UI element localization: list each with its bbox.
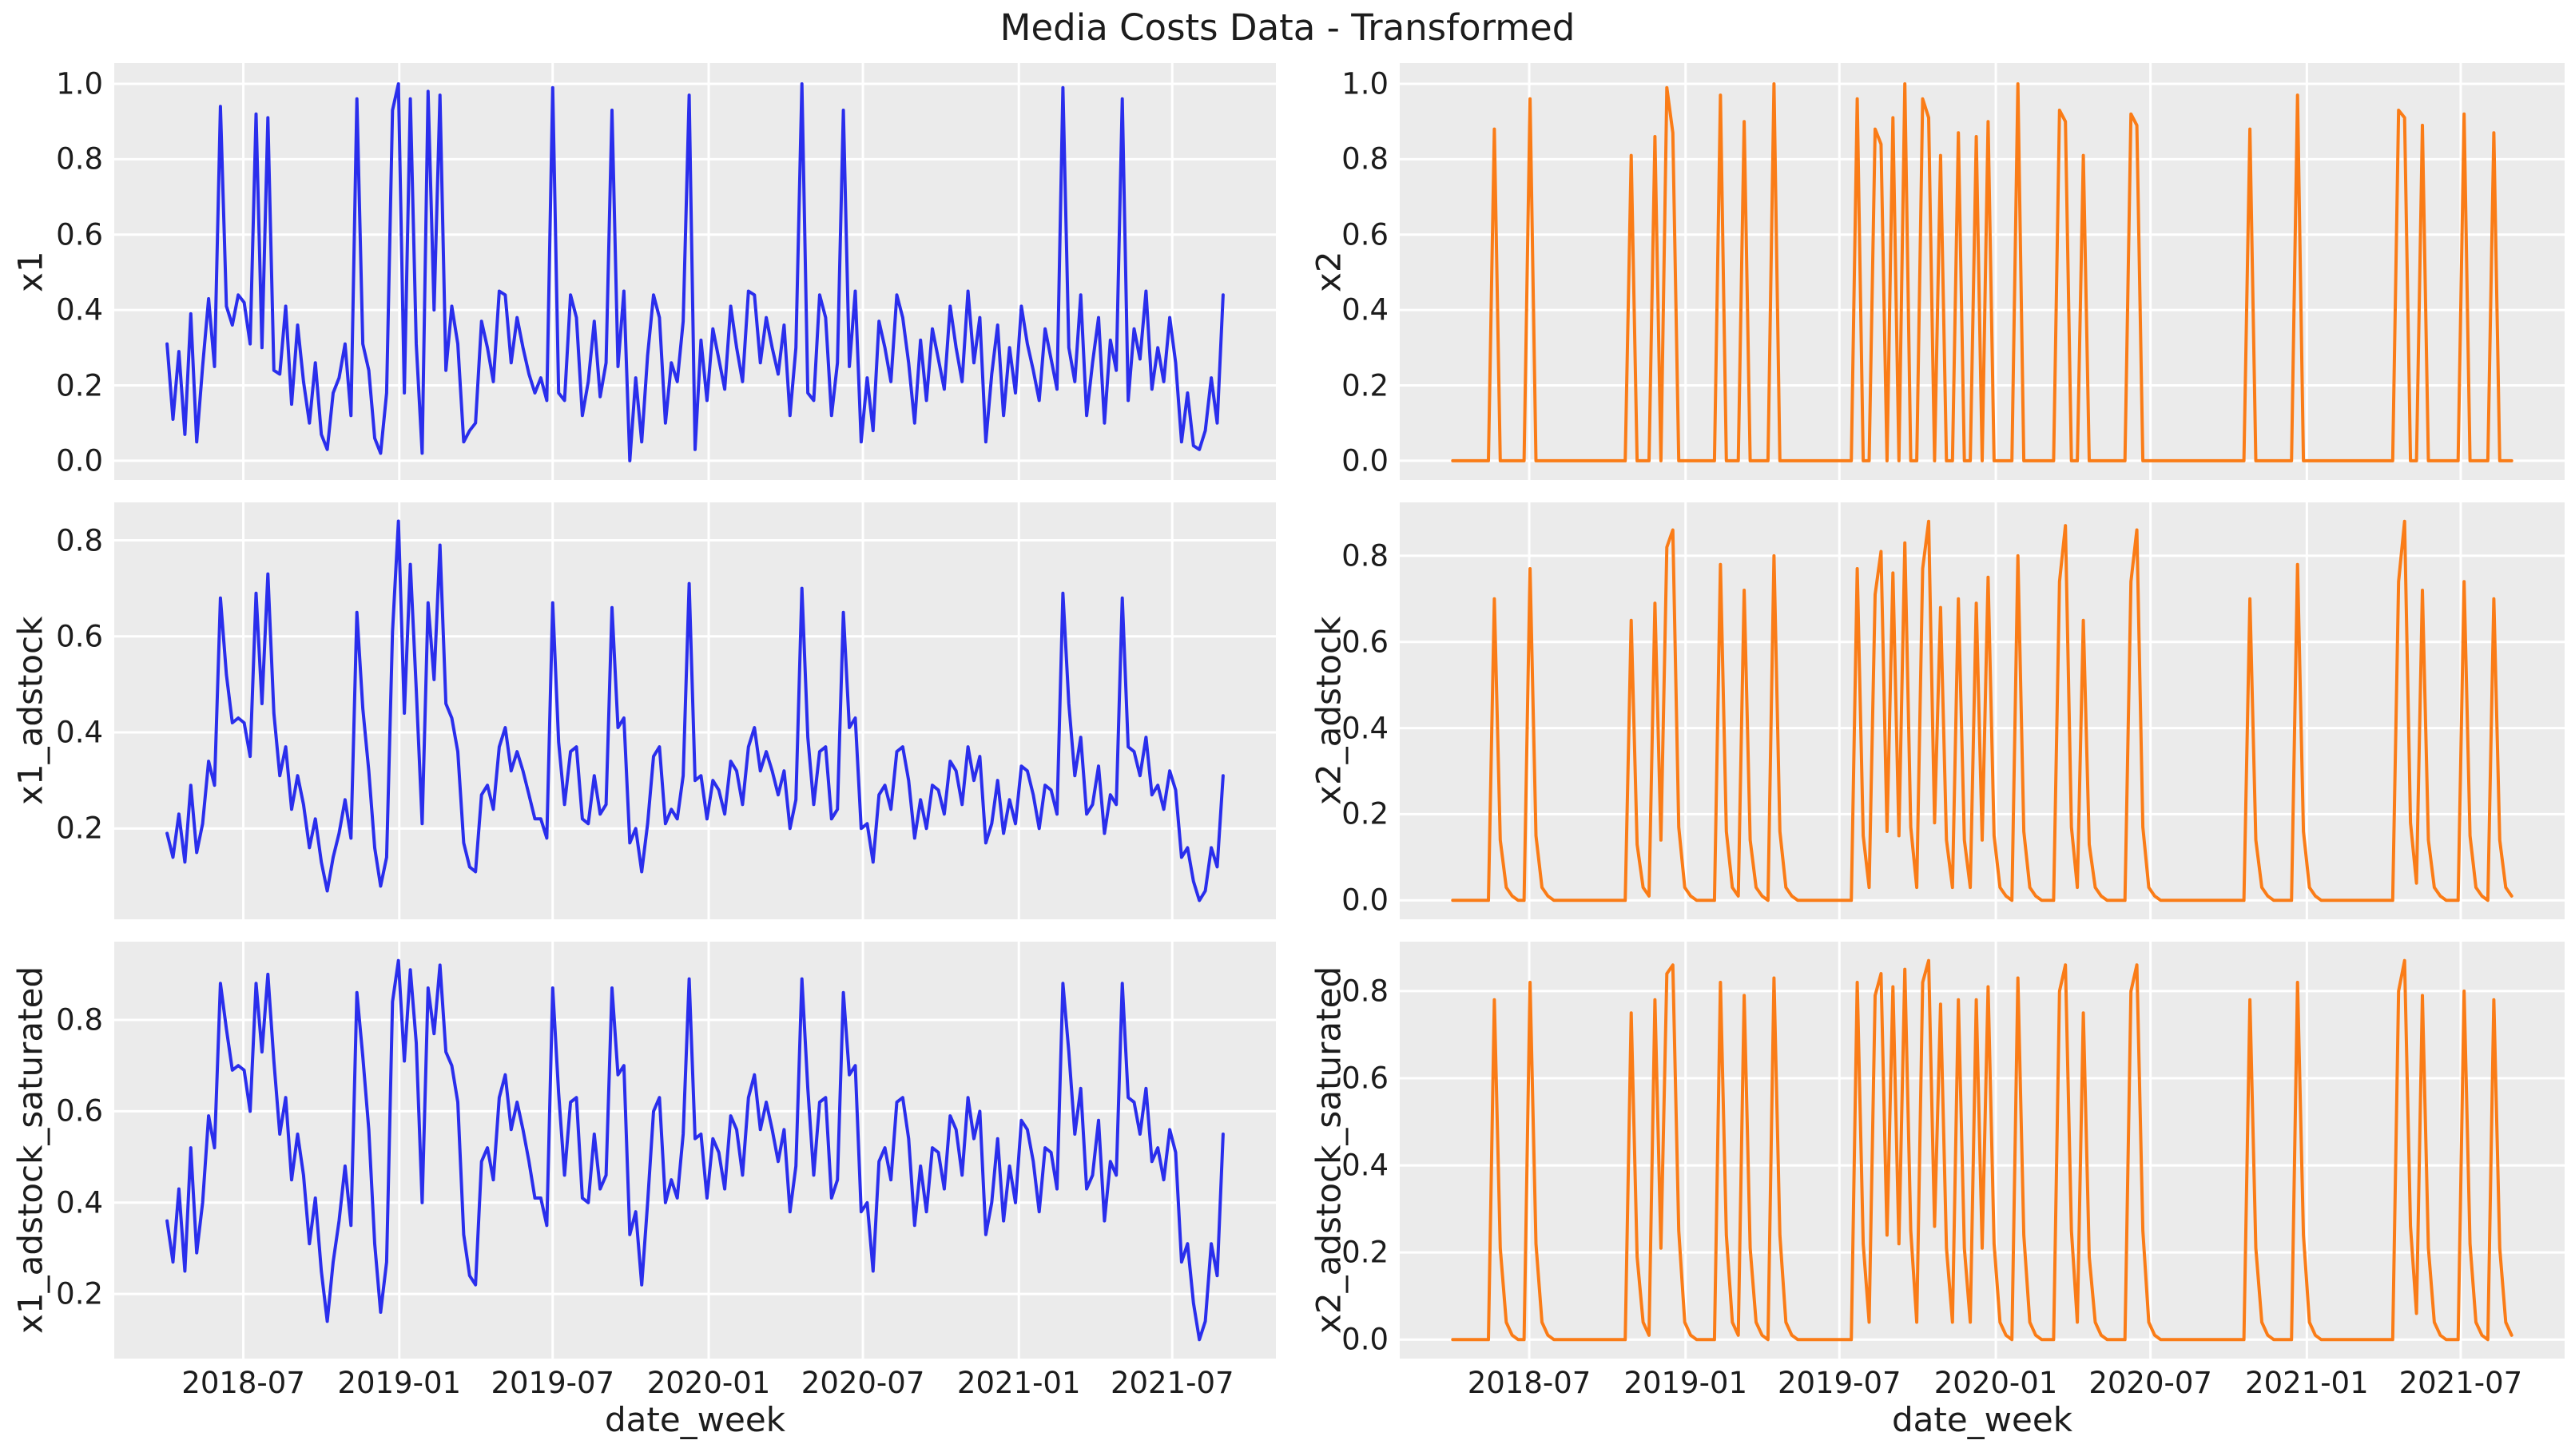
y-tick-label: 0.2	[56, 811, 103, 846]
y-tick-label: 0.8	[1341, 538, 1389, 573]
x-tick-label: 2018-07	[181, 1366, 305, 1400]
x-tick-label: 2021-01	[2245, 1366, 2369, 1400]
y-tick-label: 0.2	[56, 1276, 103, 1311]
y-tick-label: 0.6	[1341, 1061, 1389, 1096]
y-tick-label: 0.2	[1341, 368, 1389, 403]
y-tick-label: 1.0	[1341, 66, 1389, 101]
y-tick-label: 0.4	[1341, 292, 1389, 327]
x-tick-label: 2019-07	[1777, 1366, 1901, 1400]
y-tick-label: 0.0	[56, 443, 103, 478]
y-tick-label: 0.8	[56, 523, 103, 557]
y-tick-label: 0.4	[1341, 1148, 1389, 1183]
subplot-x1-adstock: x1_adstock 0.2 0.4 0.6 0.8	[11, 502, 1276, 919]
y-tick-label: 0.4	[56, 292, 103, 327]
x-tick-label: 2020-01	[646, 1366, 771, 1400]
subplot-x2-adstock-saturated: x2_adstock_saturated 0.0 0.2 0.4 0.6 0.8 2018…	[1309, 942, 2565, 1398]
x-tick-label: 2020-07	[2088, 1366, 2212, 1400]
y-tick-label: 0.6	[56, 619, 103, 654]
plot-area-x2	[1400, 63, 2565, 480]
y-tick-label: 0.0	[1341, 883, 1389, 918]
x-tick-label: 2020-07	[801, 1366, 925, 1400]
x-tick-label: 2018-07	[1467, 1366, 1591, 1400]
y-tick-label: 0.0	[1341, 1322, 1389, 1357]
y-tick-label: 0.6	[1341, 625, 1389, 660]
plot-area-x1	[114, 63, 1276, 480]
y-axis-label-x1-adstock-saturated: x1_adstock_saturated	[10, 966, 50, 1335]
y-tick-label: 0.8	[56, 141, 103, 177]
plot-area-x1_adstock_saturated	[114, 942, 1276, 1359]
y-tick-label: 0.2	[1341, 796, 1389, 831]
x-axis-label-left: date_week	[604, 1400, 786, 1439]
x-tick-label: 2021-01	[956, 1366, 1081, 1400]
x-axis-label-right: date_week	[1891, 1400, 2073, 1439]
plot-area-x2_adstock_saturated	[1400, 942, 2565, 1359]
y-tick-label: 0.2	[1341, 1235, 1389, 1270]
y-tick-label: 0.8	[56, 1002, 103, 1037]
x-tick-label: 2019-01	[337, 1366, 462, 1400]
plot-area-x1_adstock	[114, 502, 1276, 919]
y-tick-label: 0.4	[1341, 711, 1389, 746]
x-tick-label: 2019-07	[491, 1366, 615, 1400]
x-tick-label: 2021-07	[2398, 1366, 2523, 1400]
figure-title: Media Costs Data - Transformed	[999, 6, 1576, 49]
y-tick-label: 0.6	[56, 1093, 103, 1129]
y-tick-label: 0.4	[56, 1185, 103, 1220]
y-tick-label: 0.8	[1341, 974, 1389, 1009]
y-axis-label-x1: x1	[10, 251, 50, 292]
x-tick-label: 2021-07	[1110, 1366, 1234, 1400]
plot-area-x2_adstock	[1400, 502, 2565, 919]
y-axis-label-x2: x2	[1309, 251, 1349, 292]
x-tick-label: 2020-01	[1933, 1366, 2058, 1400]
y-tick-label: 0.4	[56, 715, 103, 750]
subplot-x1: x1 0.0 0.2 0.4 0.6 0.8 1.0	[11, 63, 1276, 480]
y-tick-label: 0.0	[1341, 443, 1389, 478]
y-tick-label: 0.8	[1341, 141, 1389, 177]
subplot-x1-adstock-saturated: x1_adstock_saturated 0.2 0.4 0.6 0.8 2018-07…	[11, 942, 1276, 1398]
y-tick-label: 0.6	[56, 217, 103, 252]
x-tick-label: 2019-01	[1623, 1366, 1748, 1400]
y-axis-label-x1-adstock: x1_adstock	[10, 616, 50, 806]
y-tick-label: 1.0	[56, 66, 103, 101]
subplot-x2: x2 0.0 0.2 0.4 0.6 0.8 1.0	[1309, 63, 2565, 480]
subplot-x2-adstock: x2_adstock 0.0 0.2 0.4 0.6 0.8	[1309, 502, 2565, 919]
y-tick-label: 0.2	[56, 368, 103, 403]
y-tick-label: 0.6	[1341, 217, 1389, 252]
